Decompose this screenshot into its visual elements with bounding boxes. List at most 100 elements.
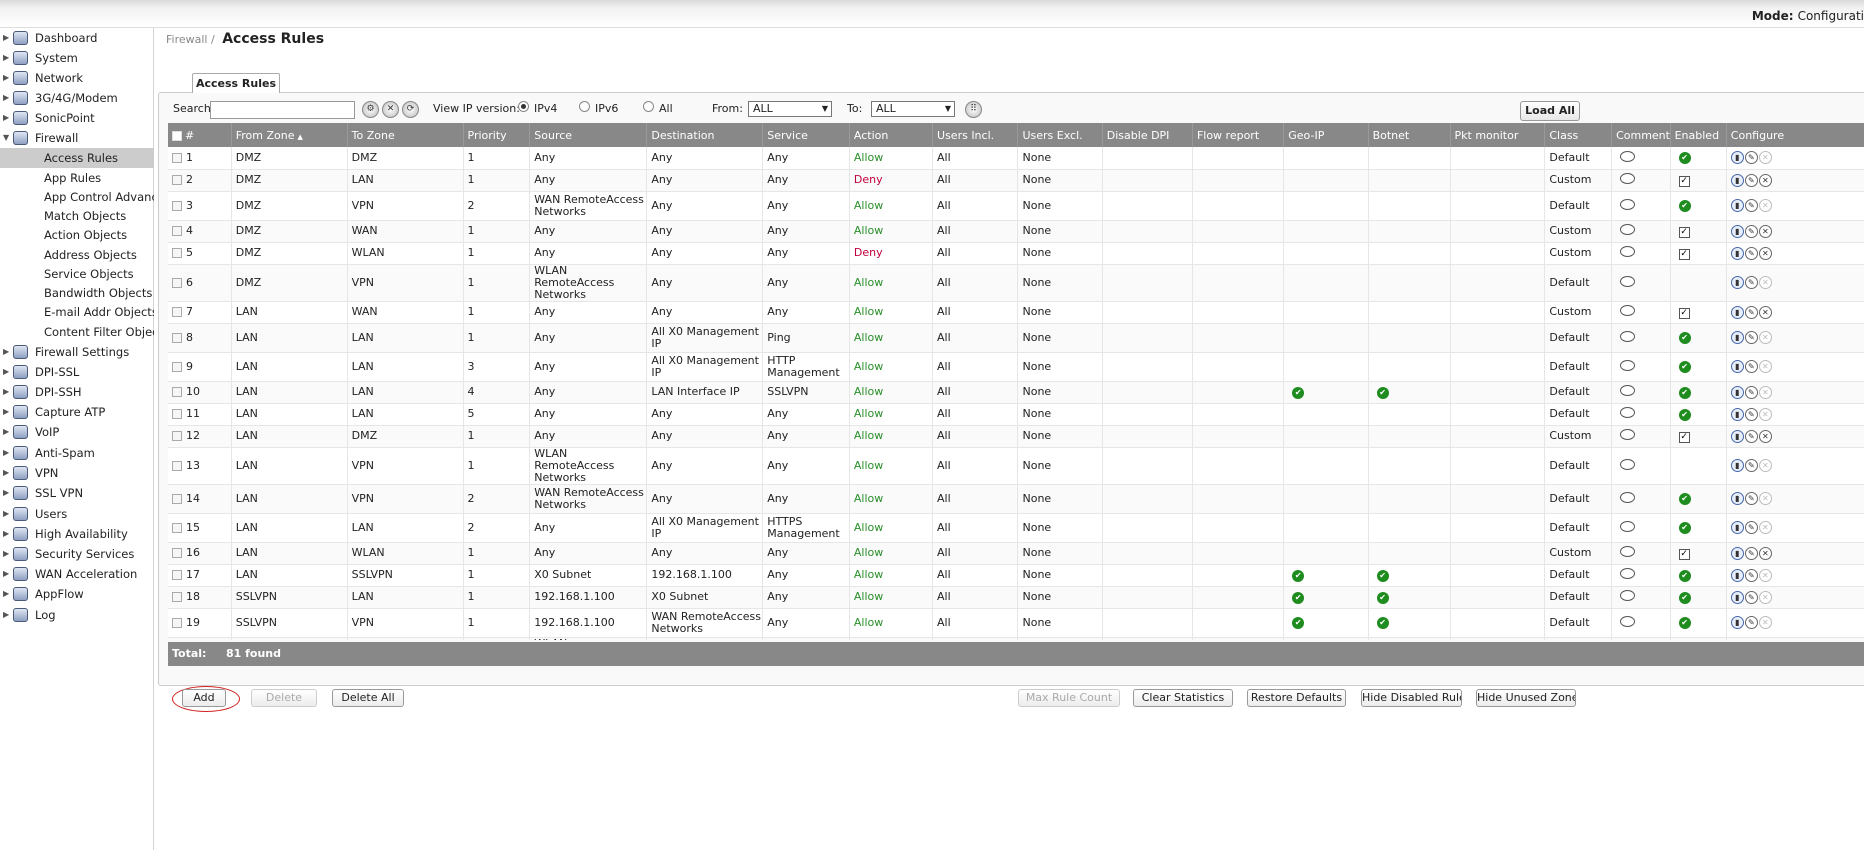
ipv4-radio[interactable] <box>518 101 529 112</box>
table-row[interactable]: 17 LAN SSLVPN 1 X0 Subnet 192.168.1.100 Any All… <box>168 564 1864 587</box>
comment-icon[interactable] <box>1620 568 1636 579</box>
comment-icon[interactable] <box>1620 546 1636 557</box>
source[interactable]: WLAN RemoteAccess Networks <box>534 637 614 640</box>
enabled-checkbox[interactable]: ✓ <box>1678 226 1690 238</box>
enabled-checkbox[interactable]: ✓ <box>1678 175 1690 187</box>
comment-icon[interactable] <box>1620 458 1636 470</box>
destination[interactable]: All X0 Management IP <box>651 353 759 379</box>
service[interactable]: Any <box>767 224 789 237</box>
edit-icon[interactable]: ✎ <box>1744 568 1758 582</box>
row-checkbox[interactable] <box>172 332 182 343</box>
hide-unused-zones-button[interactable]: Hide Unused Zones <box>1476 689 1576 707</box>
sidebar-item-dashboard[interactable]: ▶ Dashboard <box>0 28 154 48</box>
comment-icon[interactable] <box>1620 246 1636 257</box>
row-checkbox[interactable] <box>172 226 182 236</box>
sidebar-item-action-objects[interactable]: Action Objects <box>0 225 154 245</box>
sidebar-item-anti-spam[interactable]: ▶ Anti-Spam <box>0 443 154 463</box>
all-ip-radio[interactable] <box>643 101 654 112</box>
destination[interactable]: Any <box>651 275 673 289</box>
table-row[interactable]: 8 LAN LAN 1 Any All X0 Management IP Ping Allow… <box>168 323 1864 353</box>
comment-icon[interactable] <box>1620 407 1636 418</box>
sidebar-item-log[interactable]: ▶ Log <box>0 605 154 625</box>
service[interactable]: Ping <box>767 330 791 344</box>
edit-icon[interactable]: ✎ <box>1744 590 1758 604</box>
source[interactable]: Any <box>534 407 556 420</box>
edit-icon[interactable]: ✎ <box>1744 224 1758 238</box>
source[interactable]: X0 Subnet <box>534 568 592 581</box>
destination[interactable]: Any <box>651 458 673 472</box>
search-options-icon[interactable]: ⚙ <box>362 101 379 118</box>
row-checkbox[interactable] <box>172 460 182 471</box>
sidebar-item-content-filter-objects[interactable]: Content Filter Objects <box>0 322 154 342</box>
column-header-users-incl[interactable]: Users Incl. <box>932 123 1019 147</box>
row-checkbox[interactable] <box>172 522 182 533</box>
comment-icon[interactable] <box>1620 150 1636 162</box>
chevron-right-icon[interactable]: ▶ <box>3 610 10 619</box>
table-row[interactable]: 2 DMZ LAN 1 Any Any Any Deny All None Custom ✓ ▮ ✎ ✕ <box>168 169 1864 192</box>
statistics-icon[interactable]: ▮ <box>1730 546 1744 560</box>
hide-disabled-rules-button[interactable]: Hide Disabled Rules <box>1361 689 1462 707</box>
destination[interactable]: All X0 Management IP <box>651 514 759 540</box>
delete-button[interactable]: Delete <box>251 689 317 707</box>
table-row[interactable]: 11 LAN LAN 5 Any Any Any Allow All None Default ✔ ▮ ✎… <box>168 403 1864 426</box>
destination[interactable]: Any <box>651 491 673 505</box>
service[interactable]: Any <box>767 615 789 629</box>
column-header-source[interactable]: Source <box>529 123 648 147</box>
destination[interactable]: LAN Interface IP <box>651 385 740 398</box>
comment-icon[interactable] <box>1620 520 1636 532</box>
mode-value[interactable]: Configurati <box>1797 9 1864 23</box>
refresh-icon[interactable]: ⟳ <box>402 101 419 118</box>
edit-icon[interactable]: ✎ <box>1744 173 1758 187</box>
statistics-icon[interactable]: ▮ <box>1730 385 1744 399</box>
source[interactable]: Any <box>534 520 556 534</box>
destination[interactable]: Any <box>651 246 673 259</box>
row-checkbox[interactable] <box>172 175 182 185</box>
destination[interactable]: Any <box>651 224 673 237</box>
chevron-right-icon[interactable]: ▶ <box>3 33 10 42</box>
chevron-right-icon[interactable]: ▶ <box>3 53 10 62</box>
enabled-checkbox[interactable]: ✓ <box>1678 307 1690 319</box>
comment-icon[interactable] <box>1620 385 1636 396</box>
sidebar-item-3g-4g-modem[interactable]: ▶ 3G/4G/Modem <box>0 88 154 108</box>
sort-ascending-icon[interactable]: ▲ <box>297 132 303 141</box>
sidebar-item-bandwidth-objects[interactable]: Bandwidth Objects <box>0 283 154 303</box>
chevron-right-icon[interactable]: ▶ <box>3 113 10 122</box>
statistics-icon[interactable]: ▮ <box>1730 492 1744 505</box>
source[interactable]: WLAN RemoteAccess Networks <box>534 447 615 484</box>
table-row[interactable]: 13 LAN VPN 1 WLAN RemoteAccess Networks Any An… <box>168 447 1864 485</box>
chevron-right-icon[interactable]: ▶ <box>3 367 10 376</box>
row-checkbox[interactable] <box>172 248 182 258</box>
statistics-icon[interactable]: ▮ <box>1730 305 1744 319</box>
source[interactable]: Any <box>534 429 556 442</box>
statistics-icon[interactable]: ▮ <box>1730 276 1744 289</box>
service[interactable]: Any <box>767 305 789 318</box>
statistics-icon[interactable]: ▮ <box>1730 151 1744 165</box>
table-row[interactable]: 7 LAN WAN 1 Any Any Any Allow All None Custom ✓ ▮ ✎ ✕ <box>168 301 1864 324</box>
tab-access-rules[interactable]: Access Rules <box>192 73 280 93</box>
comment-icon[interactable] <box>1620 173 1636 184</box>
comment-icon[interactable] <box>1620 224 1636 235</box>
service[interactable]: Any <box>767 568 789 581</box>
service[interactable]: Any <box>767 275 789 289</box>
comment-icon[interactable] <box>1620 198 1636 210</box>
sidebar-item-dpi-ssl[interactable]: ▶ DPI-SSL <box>0 362 154 382</box>
column-header-service[interactable]: Service <box>762 123 850 147</box>
sidebar-item-match-objects[interactable]: Match Objects <box>0 206 154 226</box>
source[interactable]: 192.168.1.100 <box>534 590 615 603</box>
chevron-right-icon[interactable]: ▶ <box>3 509 10 518</box>
edit-icon[interactable]: ✎ <box>1744 546 1758 560</box>
statistics-icon[interactable]: ▮ <box>1730 590 1744 604</box>
service[interactable]: Any <box>767 150 789 164</box>
sidebar-item-ssl-vpn[interactable]: ▶ SSL VPN <box>0 483 154 503</box>
column-header-to-zone[interactable]: To Zone <box>347 123 464 147</box>
table-row[interactable]: 6 DMZ VPN 1 WLAN RemoteAccess Networks Any Any… <box>168 264 1864 302</box>
service[interactable]: Any <box>767 590 789 603</box>
column-header-destination[interactable]: Destination <box>646 123 764 147</box>
row-checkbox[interactable] <box>172 200 182 211</box>
table-row[interactable]: 9 LAN LAN 3 Any All X0 Management IP HTTP Mana… <box>168 352 1864 382</box>
statistics-icon[interactable]: ▮ <box>1730 246 1744 260</box>
sidebar-item-firewall[interactable]: ▼ Firewall <box>0 128 154 148</box>
chevron-right-icon[interactable]: ▶ <box>3 468 10 477</box>
edit-icon[interactable]: ✎ <box>1744 616 1758 629</box>
delete-icon[interactable]: ✕ <box>1758 305 1772 319</box>
